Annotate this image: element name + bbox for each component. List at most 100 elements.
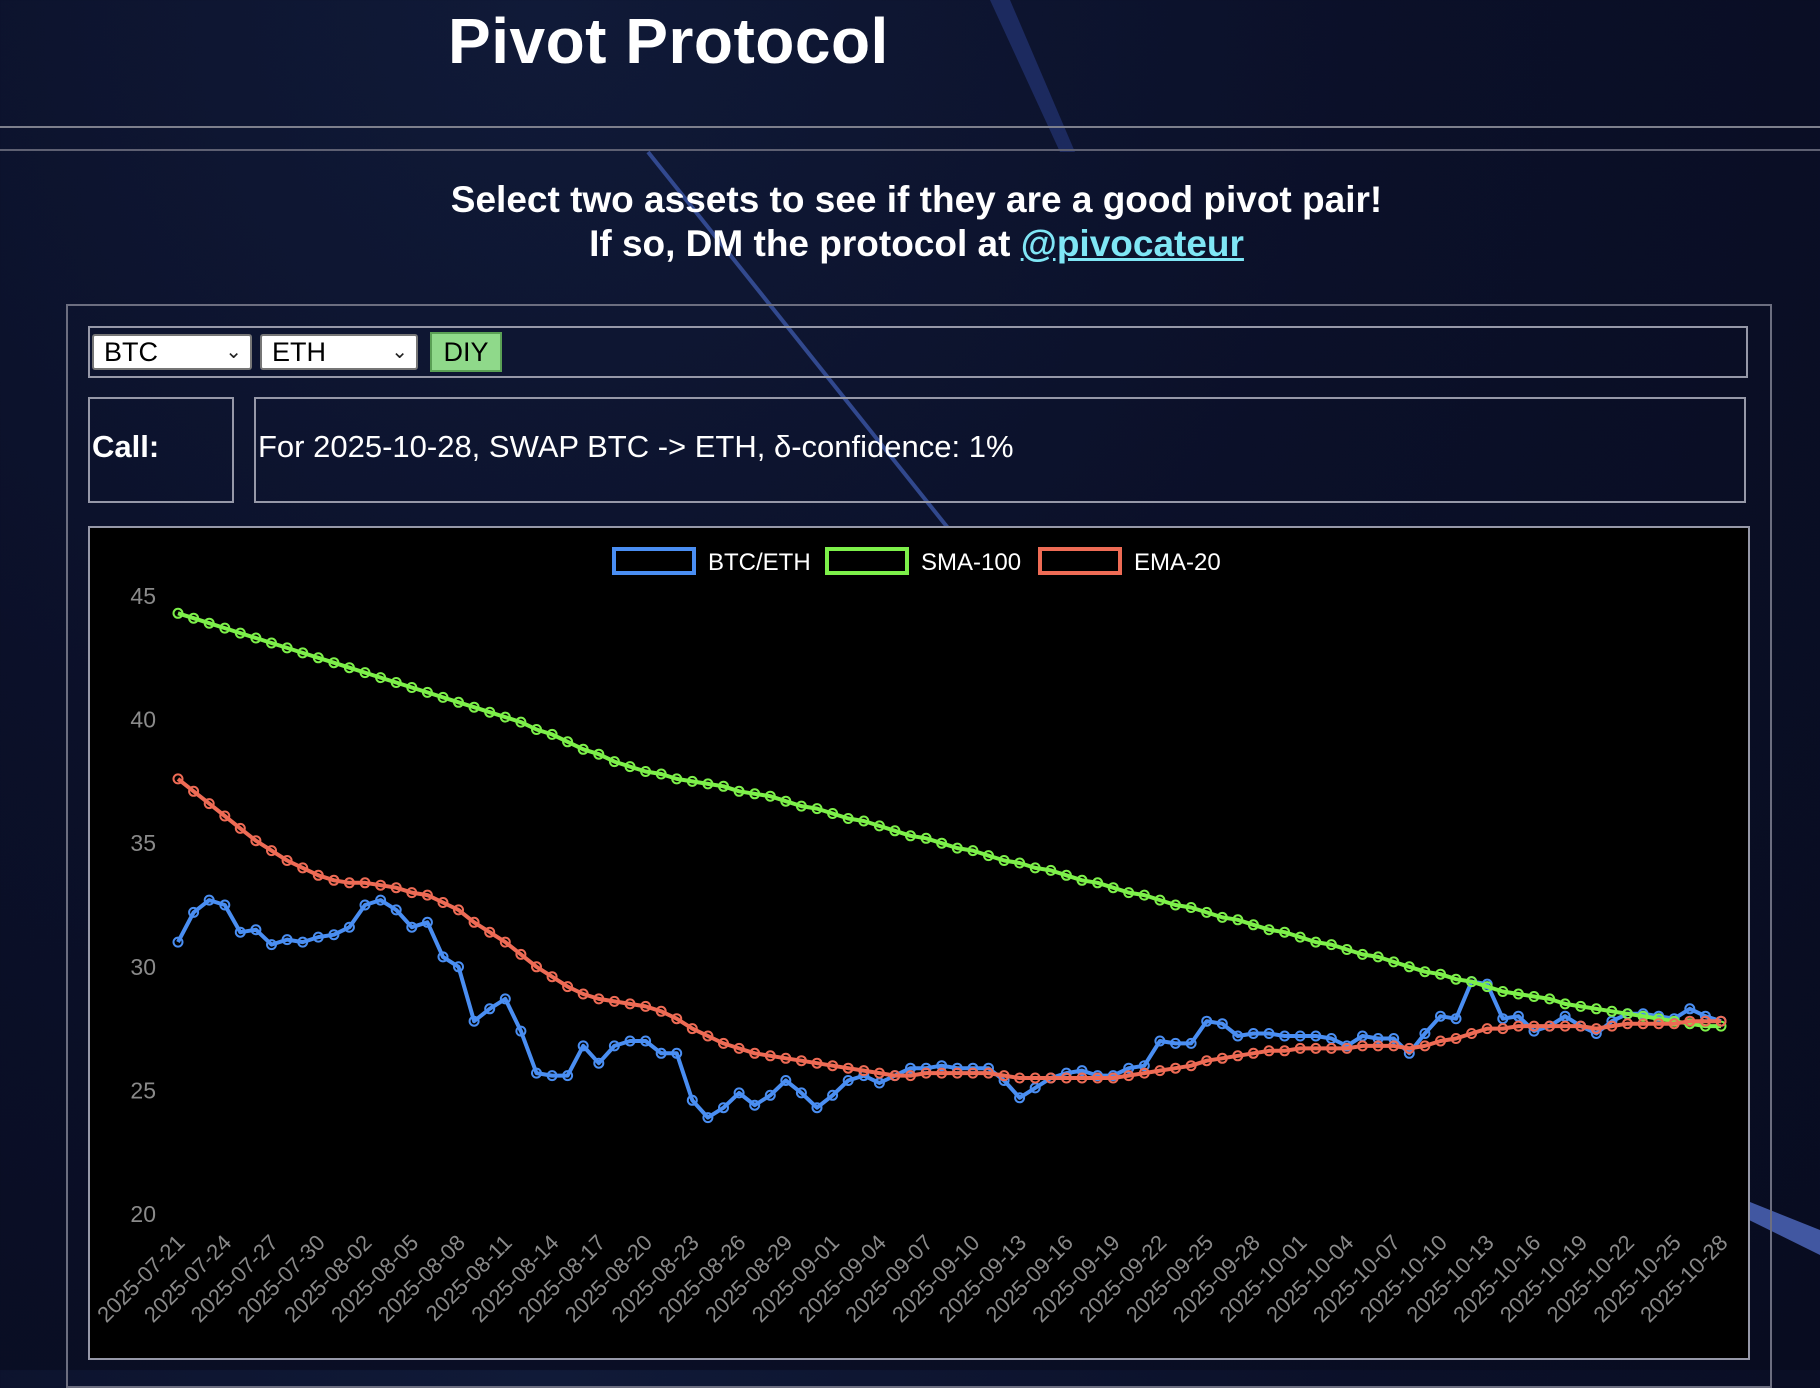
data-point — [1606, 1020, 1618, 1032]
data-point — [468, 701, 480, 713]
diy-button[interactable]: DIY — [430, 332, 502, 372]
data-point — [1653, 1018, 1665, 1030]
data-point — [827, 808, 839, 819]
data-point — [1185, 902, 1197, 913]
data-point — [889, 1070, 901, 1082]
call-text-box: For 2025-10-28, SWAP BTC -> ETH, δ-confi… — [254, 397, 1746, 503]
data-point — [749, 788, 761, 800]
data-point — [1014, 857, 1026, 869]
data-point — [1294, 1030, 1306, 1042]
data-point — [920, 1067, 932, 1079]
data-point — [1294, 931, 1306, 943]
data-point — [328, 657, 340, 669]
data-point — [297, 647, 309, 659]
data-point — [905, 1070, 916, 1082]
data-point — [702, 778, 714, 790]
y-tick-label: 25 — [130, 1077, 156, 1103]
data-point — [951, 842, 963, 854]
data-point — [983, 850, 994, 862]
intro-text: Select two assets to see if they are a g… — [0, 178, 1820, 266]
asset-controls: BTC ⌄ ETH ⌄ DIY — [88, 326, 1748, 378]
data-point — [733, 1087, 745, 1099]
data-point — [1014, 1092, 1026, 1104]
data-point — [203, 798, 215, 810]
data-point — [359, 877, 371, 889]
data-point — [1154, 1035, 1166, 1047]
data-point — [1170, 1037, 1181, 1049]
data-point — [1435, 1010, 1446, 1022]
data-point — [827, 1060, 839, 1072]
data-point — [406, 887, 418, 899]
data-point — [281, 934, 293, 946]
data-point — [1076, 1065, 1088, 1077]
data-point — [1092, 1072, 1104, 1084]
data-point — [484, 1003, 496, 1015]
data-point — [1357, 948, 1368, 960]
data-point — [359, 667, 371, 679]
data-point — [1232, 1050, 1244, 1062]
call-text: For 2025-10-28, SWAP BTC -> ETH, δ-confi… — [258, 429, 1014, 464]
data-point — [1201, 1055, 1213, 1067]
data-point — [1637, 1018, 1649, 1030]
asset-b-select[interactable]: ETH ⌄ — [260, 334, 418, 370]
data-point — [1185, 1060, 1197, 1072]
data-point — [453, 961, 464, 973]
data-point — [312, 652, 324, 664]
data-point — [1606, 1005, 1618, 1017]
data-point — [1107, 882, 1119, 894]
data-point — [172, 773, 184, 785]
data-point — [827, 1089, 839, 1101]
data-point — [312, 931, 324, 943]
data-point — [390, 677, 402, 688]
data-point — [1138, 1060, 1150, 1072]
intro-line-2-prefix: If so, DM the protocol at — [589, 223, 1021, 264]
asset-b-value: ETH — [272, 337, 326, 367]
data-point — [1279, 926, 1291, 938]
data-point — [1076, 874, 1088, 886]
data-point — [1076, 1072, 1088, 1084]
series-line-sma-100 — [177, 611, 1721, 1029]
data-point — [484, 926, 496, 938]
chart-legend: BTC/ETH SMA-100 EMA-20 — [612, 547, 1221, 576]
data-point — [1263, 1045, 1275, 1057]
data-point — [375, 894, 387, 906]
data-point — [421, 889, 433, 901]
data-point — [1170, 1062, 1181, 1074]
data-point — [1684, 1015, 1696, 1027]
data-point — [188, 906, 200, 918]
data-point — [718, 1102, 729, 1114]
data-point — [406, 682, 418, 693]
data-point — [281, 642, 293, 654]
data-point — [1388, 1033, 1400, 1044]
data-point — [1279, 1045, 1291, 1057]
y-tick-label: 20 — [130, 1201, 156, 1227]
series-line-btc-eth — [176, 898, 1722, 1120]
data-point — [172, 607, 184, 619]
data-point — [905, 830, 916, 842]
asset-a-select[interactable]: BTC ⌄ — [92, 334, 252, 370]
pivocateur-link[interactable]: @pivocateur — [1020, 223, 1244, 264]
data-point — [468, 916, 480, 928]
data-point — [1092, 877, 1104, 889]
data-point — [1045, 1072, 1057, 1084]
data-point — [188, 785, 200, 797]
data-point — [1216, 911, 1228, 923]
data-point — [1123, 1062, 1135, 1074]
data-point — [297, 936, 309, 948]
data-point — [593, 1057, 605, 1069]
data-point — [1637, 1010, 1649, 1022]
data-point — [499, 936, 511, 948]
data-point — [219, 899, 231, 911]
data-point — [1294, 1042, 1306, 1054]
data-point — [343, 662, 355, 674]
data-point — [1170, 899, 1181, 911]
data-point — [967, 845, 979, 857]
intro-line-2: If so, DM the protocol at @pivocateur — [0, 222, 1820, 266]
data-point — [484, 706, 496, 718]
data-point — [1014, 1072, 1026, 1084]
data-point — [343, 921, 355, 933]
data-point — [780, 795, 792, 807]
data-point — [1575, 1000, 1587, 1012]
data-point — [546, 728, 558, 740]
data-point — [1310, 1030, 1322, 1042]
